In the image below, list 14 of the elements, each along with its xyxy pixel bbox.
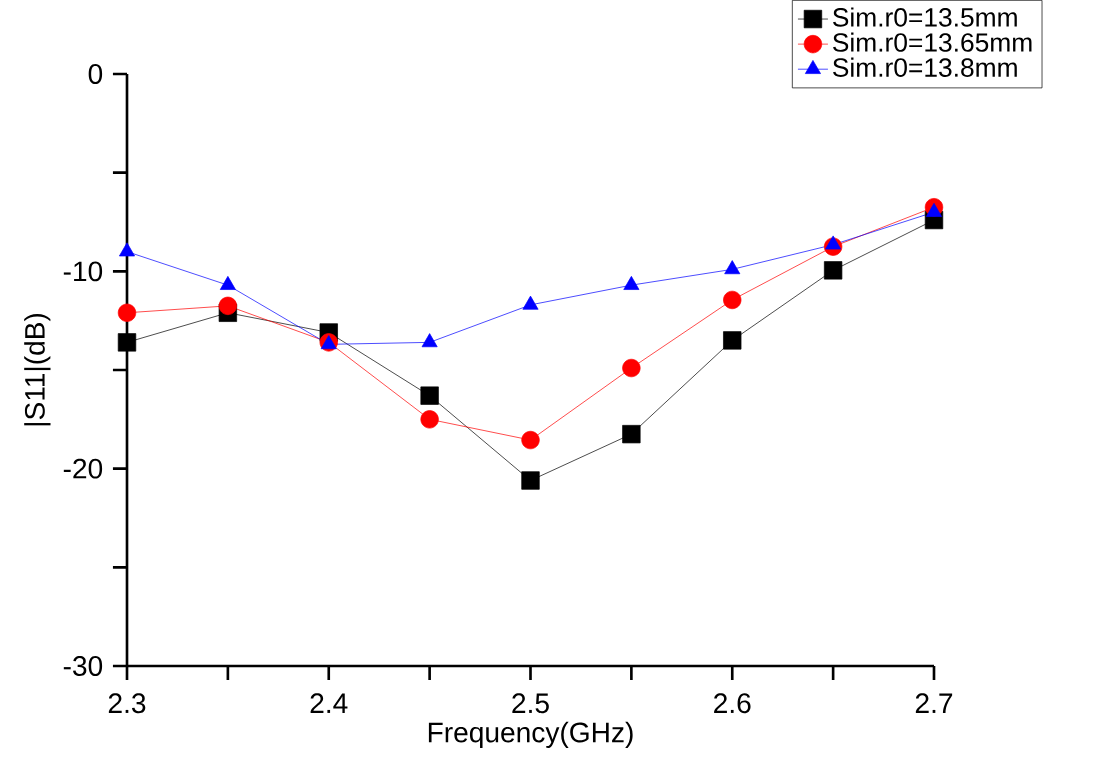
- y-tick-label: -10: [63, 261, 103, 282]
- x-tick-label: 2.3: [108, 693, 146, 714]
- x-tick-label: 2.4: [310, 693, 348, 713]
- x-axis-title: Frequency(GHz): [428, 721, 633, 748]
- legend-label: Sim.r0=13.65mm: [833, 32, 1032, 52]
- legend-label: Sim.r0=13.5mm: [833, 7, 1017, 27]
- x-tick-label: 2.5: [512, 693, 549, 714]
- y-tick-label: 0: [88, 64, 103, 84]
- y-tick-label: -20: [63, 458, 103, 479]
- legend-label: Sim.r0=13.8mm: [833, 57, 1017, 77]
- x-tick-label: 2.6: [714, 693, 751, 714]
- y-axis-title: |S11|(dB): [24, 313, 51, 426]
- x-tick-label: 2.7: [915, 693, 953, 713]
- y-tick-label: -30: [63, 656, 103, 676]
